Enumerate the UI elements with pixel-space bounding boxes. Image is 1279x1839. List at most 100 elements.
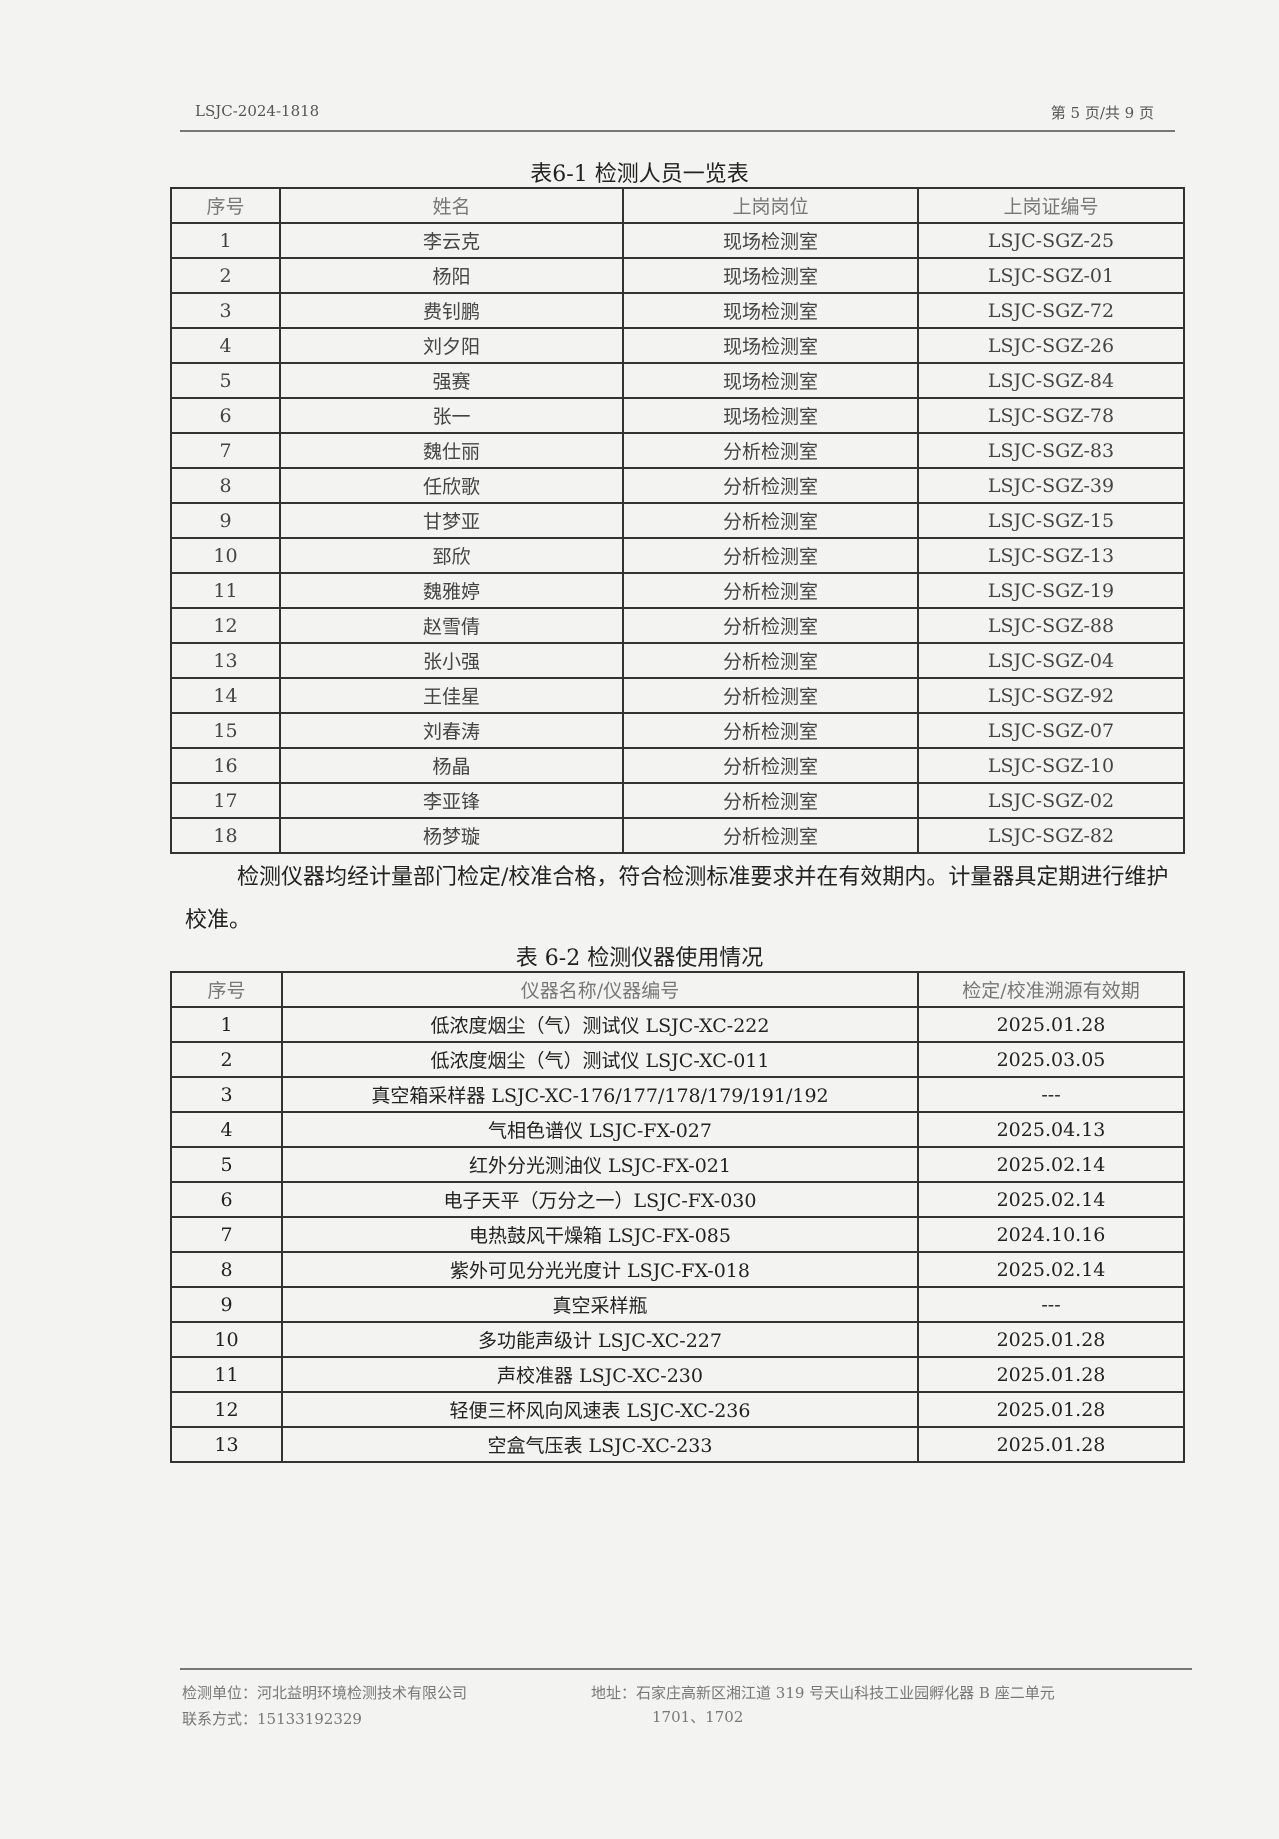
table-row: 7 电热鼓风干燥箱 LSJC-FX-085 2024.10.16 — [170, 1216, 1185, 1253]
column-header: 仪器名称/仪器编号 — [281, 971, 919, 1008]
table-row: 18 杨梦璇 分析检测室 LSJC-SGZ-82 — [170, 817, 1185, 854]
table-cell: 4 — [170, 327, 281, 364]
header-row: 序号 仪器名称/仪器编号 检定/校准溯源有效期 — [170, 971, 1185, 1008]
table-cell: LSJC-SGZ-15 — [917, 502, 1185, 539]
table-cell: 2025.03.05 — [917, 1041, 1185, 1078]
table-row: 9 真空采样瓶 --- — [170, 1286, 1185, 1323]
table-cell: 分析检测室 — [622, 572, 919, 609]
table-cell: 现场检测室 — [622, 397, 919, 434]
table-cell: 魏雅婷 — [279, 572, 624, 609]
table-cell: 5 — [170, 1146, 283, 1183]
table-cell: 电热鼓风干燥箱 LSJC-FX-085 — [281, 1216, 919, 1253]
table-row: 2 杨阳 现场检测室 LSJC-SGZ-01 — [170, 257, 1185, 294]
table-cell: 真空采样瓶 — [281, 1286, 919, 1323]
table-row: 3 费钊鹏 现场检测室 LSJC-SGZ-72 — [170, 292, 1185, 329]
table-cell: 分析检测室 — [622, 642, 919, 679]
table-cell: 6 — [170, 397, 281, 434]
table-cell: 多功能声级计 LSJC-XC-227 — [281, 1321, 919, 1358]
table-cell: LSJC-SGZ-13 — [917, 537, 1185, 574]
table-cell: LSJC-SGZ-25 — [917, 222, 1185, 259]
table-row: 10 多功能声级计 LSJC-XC-227 2025.01.28 — [170, 1321, 1185, 1358]
table-cell: 13 — [170, 642, 281, 679]
table1-title: 表6-1 检测人员一览表 — [530, 162, 749, 187]
table-cell: 现场检测室 — [622, 327, 919, 364]
table-cell: 2025.04.13 — [917, 1111, 1185, 1148]
table-cell: 7 — [170, 1216, 283, 1253]
table-row: 2 低浓度烟尘（气）测试仪 LSJC-XC-011 2025.03.05 — [170, 1041, 1185, 1078]
instrument-table: 序号 仪器名称/仪器编号 检定/校准溯源有效期 1 低浓度烟尘（气）测试仪 LSJC-X… — [170, 971, 1185, 1463]
table-row: 5 强赛 现场检测室 LSJC-SGZ-84 — [170, 362, 1185, 399]
table-cell: 杨晶 — [279, 747, 624, 784]
table-cell: 任欣歌 — [279, 467, 624, 504]
table-cell: 王佳星 — [279, 677, 624, 714]
table-cell: LSJC-SGZ-84 — [917, 362, 1185, 399]
table-cell: 杨梦璇 — [279, 817, 624, 854]
table-cell: 9 — [170, 1286, 283, 1323]
table-cell: 分析检测室 — [622, 782, 919, 819]
table-cell: 2025.01.28 — [917, 1321, 1185, 1358]
footer-contact: 联系方式：15133192329 — [182, 1710, 362, 1728]
table-cell: 低浓度烟尘（气）测试仪 LSJC-XC-011 — [281, 1041, 919, 1078]
table-cell: 10 — [170, 537, 281, 574]
table-cell: 费钊鹏 — [279, 292, 624, 329]
table-cell: 现场检测室 — [622, 257, 919, 294]
table-row: 17 李亚锋 分析检测室 LSJC-SGZ-02 — [170, 782, 1185, 819]
column-header: 姓名 — [279, 187, 624, 224]
table-cell: 分析检测室 — [622, 502, 919, 539]
table-cell: 11 — [170, 572, 281, 609]
table-cell: 2025.02.14 — [917, 1251, 1185, 1288]
table-row: 1 低浓度烟尘（气）测试仪 LSJC-XC-222 2025.01.28 — [170, 1006, 1185, 1043]
page-indicator: 第 5 页/共 9 页 — [1050, 104, 1154, 122]
table-cell: LSJC-SGZ-04 — [917, 642, 1185, 679]
table-cell: 刘夕阳 — [279, 327, 624, 364]
table-cell: 12 — [170, 1391, 283, 1428]
personnel-table: 序号 姓名 上岗岗位 上岗证编号 1 李云克 现场检测室 LSJC-SGZ-25 2 杨阳 现场检测… — [170, 187, 1185, 854]
table-cell: LSJC-SGZ-82 — [917, 817, 1185, 854]
table-cell: 轻便三杯风向风速表 LSJC-XC-236 — [281, 1391, 919, 1428]
table-row: 5 红外分光测油仪 LSJC-FX-021 2025.02.14 — [170, 1146, 1185, 1183]
table-cell: 电子天平（万分之一）LSJC-FX-030 — [281, 1181, 919, 1218]
footer-unit: 检测单位：河北益明环境检测技术有限公司 — [182, 1684, 468, 1702]
table-cell: 红外分光测油仪 LSJC-FX-021 — [281, 1146, 919, 1183]
table-row: 16 杨晶 分析检测室 LSJC-SGZ-10 — [170, 747, 1185, 784]
table-cell: LSJC-SGZ-02 — [917, 782, 1185, 819]
table-cell: 现场检测室 — [622, 292, 919, 329]
table-row: 7 魏仕丽 分析检测室 LSJC-SGZ-83 — [170, 432, 1185, 469]
table-cell: 空盒气压表 LSJC-XC-233 — [281, 1426, 919, 1463]
table-cell: 声校准器 LSJC-XC-230 — [281, 1356, 919, 1393]
table-cell: 真空箱采样器 LSJC-XC-176/177/178/179/191/192 — [281, 1076, 919, 1113]
column-header: 检定/校准溯源有效期 — [917, 971, 1185, 1008]
table-row: 11 声校准器 LSJC-XC-230 2025.01.28 — [170, 1356, 1185, 1393]
table-cell: 9 — [170, 502, 281, 539]
table-cell: 1 — [170, 222, 281, 259]
table-cell: 张小强 — [279, 642, 624, 679]
table-cell: 2025.02.14 — [917, 1146, 1185, 1183]
table-cell: 5 — [170, 362, 281, 399]
table-row: 8 任欣歌 分析检测室 LSJC-SGZ-39 — [170, 467, 1185, 504]
table-row: 13 空盒气压表 LSJC-XC-233 2025.01.28 — [170, 1426, 1185, 1463]
table-cell: 14 — [170, 677, 281, 714]
table-row: 14 王佳星 分析检测室 LSJC-SGZ-92 — [170, 677, 1185, 714]
table-cell: 2025.01.28 — [917, 1006, 1185, 1043]
table-cell: 赵雪倩 — [279, 607, 624, 644]
table-cell: 1 — [170, 1006, 283, 1043]
table-cell: 分析检测室 — [622, 817, 919, 854]
table-cell: 2 — [170, 257, 281, 294]
table-cell: LSJC-SGZ-92 — [917, 677, 1185, 714]
table-row: 10 郅欣 分析检测室 LSJC-SGZ-13 — [170, 537, 1185, 574]
column-header: 上岗岗位 — [622, 187, 919, 224]
table-cell: 杨阳 — [279, 257, 624, 294]
table-cell: 18 — [170, 817, 281, 854]
table-cell: --- — [917, 1286, 1185, 1323]
table-cell: 3 — [170, 1076, 283, 1113]
table-cell: 分析检测室 — [622, 747, 919, 784]
table-row: 3 真空箱采样器 LSJC-XC-176/177/178/179/191/192-… — [170, 1076, 1185, 1113]
table-cell: LSJC-SGZ-10 — [917, 747, 1185, 784]
footer-address-rooms: 1701、1702 — [652, 1708, 744, 1726]
table-cell: 17 — [170, 782, 281, 819]
table-cell: 6 — [170, 1181, 283, 1218]
table-cell: 3 — [170, 292, 281, 329]
table-row: 13 张小强 分析检测室 LSJC-SGZ-04 — [170, 642, 1185, 679]
table-cell: LSJC-SGZ-78 — [917, 397, 1185, 434]
table-row: 15 刘春涛 分析检测室 LSJC-SGZ-07 — [170, 712, 1185, 749]
